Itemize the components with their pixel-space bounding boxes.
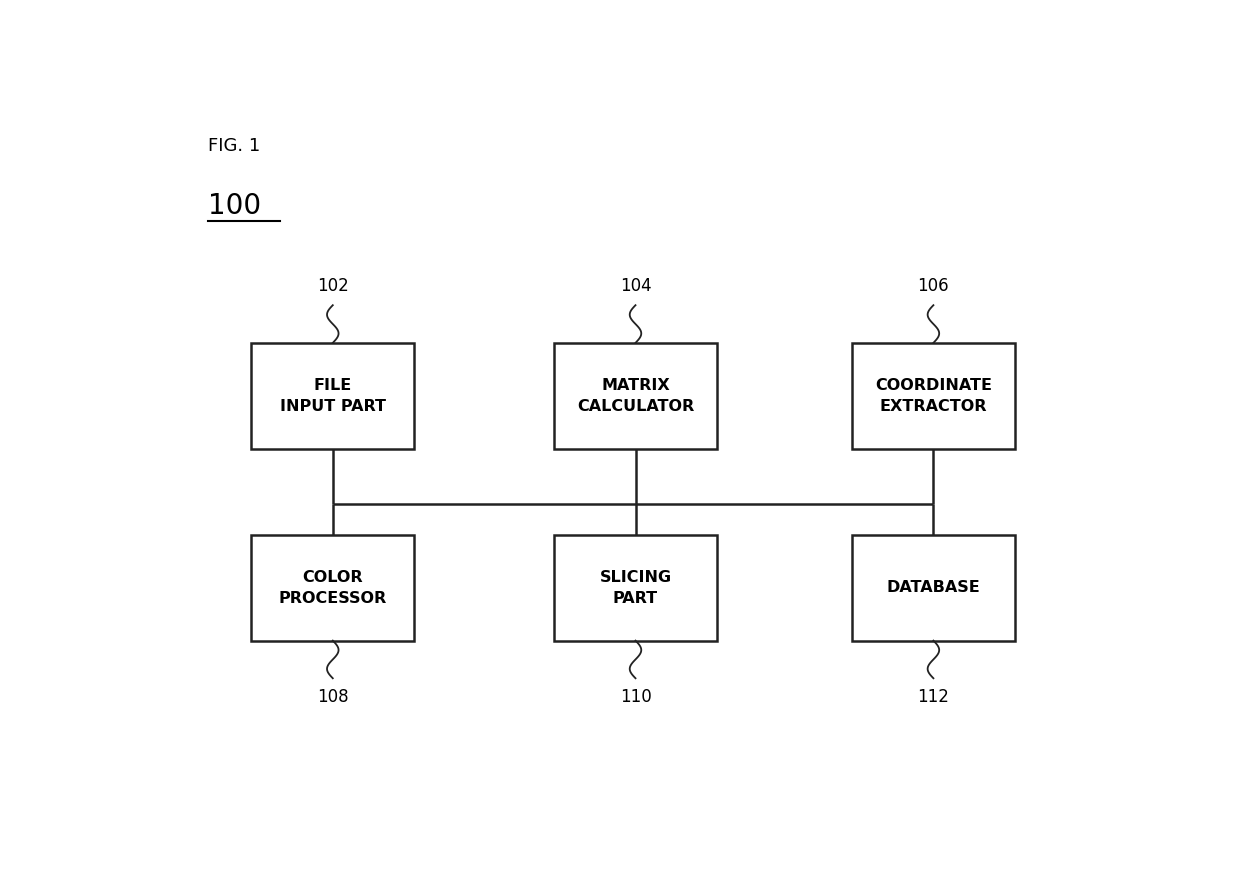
Text: COLOR
PROCESSOR: COLOR PROCESSOR xyxy=(279,570,387,605)
Text: 102: 102 xyxy=(317,277,348,295)
Text: FILE
INPUT PART: FILE INPUT PART xyxy=(280,378,386,414)
Text: 108: 108 xyxy=(317,688,348,707)
Text: 106: 106 xyxy=(918,277,950,295)
Text: MATRIX
CALCULATOR: MATRIX CALCULATOR xyxy=(577,378,694,414)
FancyBboxPatch shape xyxy=(554,343,717,449)
FancyBboxPatch shape xyxy=(554,534,717,641)
Text: SLICING
PART: SLICING PART xyxy=(599,570,672,605)
FancyBboxPatch shape xyxy=(852,534,1016,641)
Text: 112: 112 xyxy=(918,688,950,707)
Text: COORDINATE
EXTRACTOR: COORDINATE EXTRACTOR xyxy=(875,378,992,414)
Text: 104: 104 xyxy=(620,277,651,295)
FancyBboxPatch shape xyxy=(852,343,1016,449)
Text: DATABASE: DATABASE xyxy=(887,580,981,595)
FancyBboxPatch shape xyxy=(250,534,414,641)
Text: 110: 110 xyxy=(620,688,651,707)
Text: FIG. 1: FIG. 1 xyxy=(208,138,260,156)
Text: 100: 100 xyxy=(208,192,260,220)
FancyBboxPatch shape xyxy=(250,343,414,449)
